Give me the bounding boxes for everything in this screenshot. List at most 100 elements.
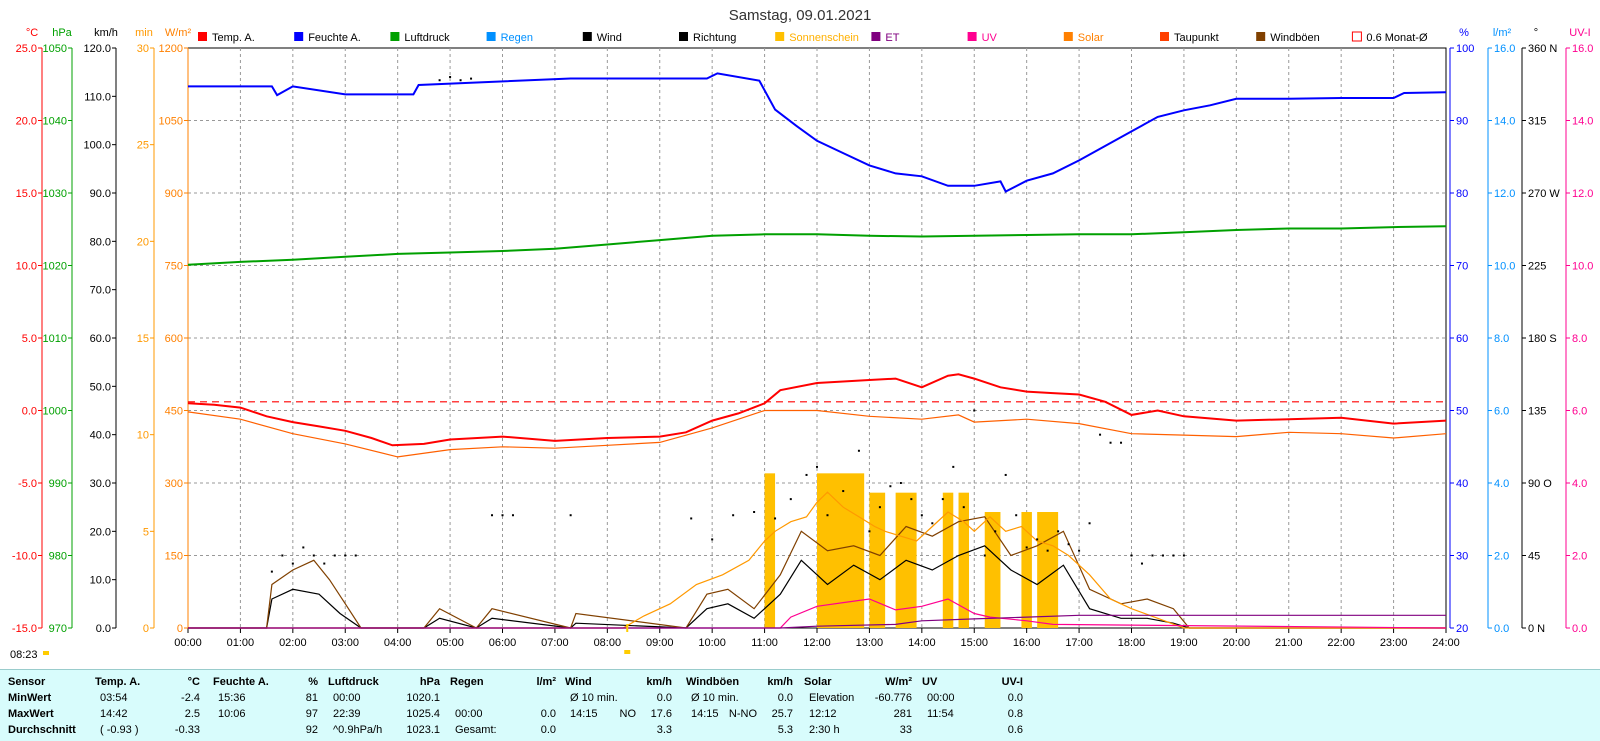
stats-value: 97 (305, 708, 318, 720)
x-tick-label: 11:00 (751, 637, 778, 649)
right-axis-tick-label: 30 (1456, 551, 1468, 563)
x-tick-label: 07:00 (541, 637, 569, 649)
stats-time: Elevation (809, 692, 855, 704)
legend-swatch (871, 32, 881, 41)
stats-time: 12:12 (809, 708, 837, 720)
direction-point (983, 554, 986, 557)
right-axis-tick-label: 80 (1456, 188, 1468, 200)
left-axis-tick-label: 1050 (43, 43, 67, 55)
direction-point (1099, 433, 1102, 436)
stats-header-unit: UV-I (1001, 676, 1023, 688)
x-tick-label: 08:00 (594, 637, 622, 649)
left-axis-unit: km/h (94, 27, 118, 39)
right-axis-tick-label: 4.0 (1572, 478, 1587, 490)
right-axis-tick-label: 14.0 (1494, 116, 1515, 128)
right-axis-tick-label: 180 S (1528, 333, 1557, 345)
left-axis-tick-label: -15.0 (12, 623, 37, 635)
direction-point (302, 546, 305, 549)
time-marks: 08:23 (10, 624, 631, 661)
legend-swatch (967, 32, 977, 41)
x-tick-label: 05:00 (436, 637, 464, 649)
direction-point (910, 498, 913, 501)
sunshine-bar (1021, 512, 1032, 628)
stats-time: 2:30 h (809, 724, 840, 736)
right-axis-tick-label: 12.0 (1494, 188, 1515, 200)
right-axis-tick-label: 0.0 (1494, 623, 1509, 635)
stats-value: 33 (899, 724, 912, 736)
x-tick-label: 16:00 (1013, 637, 1041, 649)
stats-value: 2.5 (184, 708, 200, 720)
direction-point (816, 465, 818, 468)
left-axis-tick-label: 60.0 (90, 333, 111, 345)
direction-point (491, 514, 494, 517)
series-line-solar (188, 491, 1446, 629)
series-line-et (188, 614, 1446, 629)
direction-point (805, 473, 808, 476)
time-mark-dot (624, 650, 631, 654)
legend-swatch (486, 32, 496, 41)
right-axis-tick-label: 60 (1456, 333, 1468, 345)
x-tick-label: 06:00 (489, 637, 517, 649)
right-axis-tick-label: 6.0 (1572, 406, 1587, 418)
left-axis-tick-label: 1030 (43, 188, 67, 200)
stats-value: 1020.1 (406, 692, 440, 704)
left-axis-tick-label: 0.0 (96, 623, 111, 635)
x-tick-label: 13:00 (856, 637, 884, 649)
stats-value: 0.0 (1007, 692, 1023, 704)
direction-point (1172, 554, 1175, 557)
series-line-windb-en (188, 516, 1446, 629)
series-line-taupunkt (187, 409, 1447, 458)
stats-time: 14:42 (100, 708, 128, 720)
direction-point (1161, 554, 1164, 557)
stats-time: Ø 10 min. (691, 692, 739, 704)
direction-point (1109, 441, 1112, 444)
stats-value: 17.6 (650, 708, 672, 720)
stats-value: 81 (305, 692, 318, 704)
stats-time: 00:00 (333, 692, 361, 704)
left-axis-tick-label: 990 (49, 478, 67, 490)
left-axis-tick-label: 0 (177, 623, 183, 635)
direction-point (711, 538, 714, 541)
x-tick-label: 03:00 (331, 637, 359, 649)
left-axis-tick-label: 150 (165, 551, 183, 563)
direction-point (1004, 473, 1007, 476)
direction-point (732, 514, 735, 517)
direction-point (857, 449, 860, 452)
left-axis-unit: hPa (52, 27, 72, 39)
series-lines (187, 72, 1447, 629)
left-axis-tick-label: 0.0 (22, 406, 37, 418)
series-line-wind (188, 545, 1446, 629)
left-axis-tick-label: 20.0 (16, 116, 37, 128)
legend-label: UV (982, 32, 998, 44)
left-axis-unit: W/m² (165, 27, 192, 39)
stats-table: Sensor MinWert MaxWert Durchschnitt Temp. A.… (0, 669, 1600, 741)
left-axis-unit: °C (26, 27, 38, 39)
x-tick-label: 19:00 (1170, 637, 1198, 649)
right-axis-unit: l/m² (1493, 27, 1512, 39)
legend-swatch (198, 32, 207, 41)
right-axis-tick-label: 16.0 (1494, 43, 1515, 55)
right-axis-tick-label: 40 (1456, 478, 1468, 490)
x-tick-label: 04:00 (384, 637, 412, 649)
direction-point (1078, 549, 1081, 552)
right-axis-tick-label: 14.0 (1572, 116, 1593, 128)
left-axis-tick-label: 1010 (43, 333, 67, 345)
direction-point (344, 554, 347, 557)
left-axis-tick-label: 15 (137, 333, 149, 345)
chart-title: Samstag, 09.01.2021 (729, 7, 872, 24)
direction-point (354, 554, 357, 557)
legend-label: Windböen (1270, 32, 1320, 44)
legend-label: ET (885, 32, 899, 44)
x-tick-label: 24:00 (1432, 637, 1460, 649)
left-axis-tick-label: 450 (165, 406, 183, 418)
stats-time: ( -0.93 ) (100, 724, 139, 736)
right-axis-tick-label: 90 (1456, 116, 1468, 128)
x-tick-label: 09:00 (646, 637, 674, 649)
stats-value: 1023.1 (406, 724, 440, 736)
left-axis-tick-label: 25.0 (16, 43, 37, 55)
right-axis-tick-label: 10.0 (1572, 261, 1593, 273)
right-axis-tick-label: 6.0 (1494, 406, 1509, 418)
right-axis-tick-label: 2.0 (1494, 551, 1509, 563)
direction-point (1015, 514, 1018, 517)
direction-point (1088, 522, 1091, 525)
